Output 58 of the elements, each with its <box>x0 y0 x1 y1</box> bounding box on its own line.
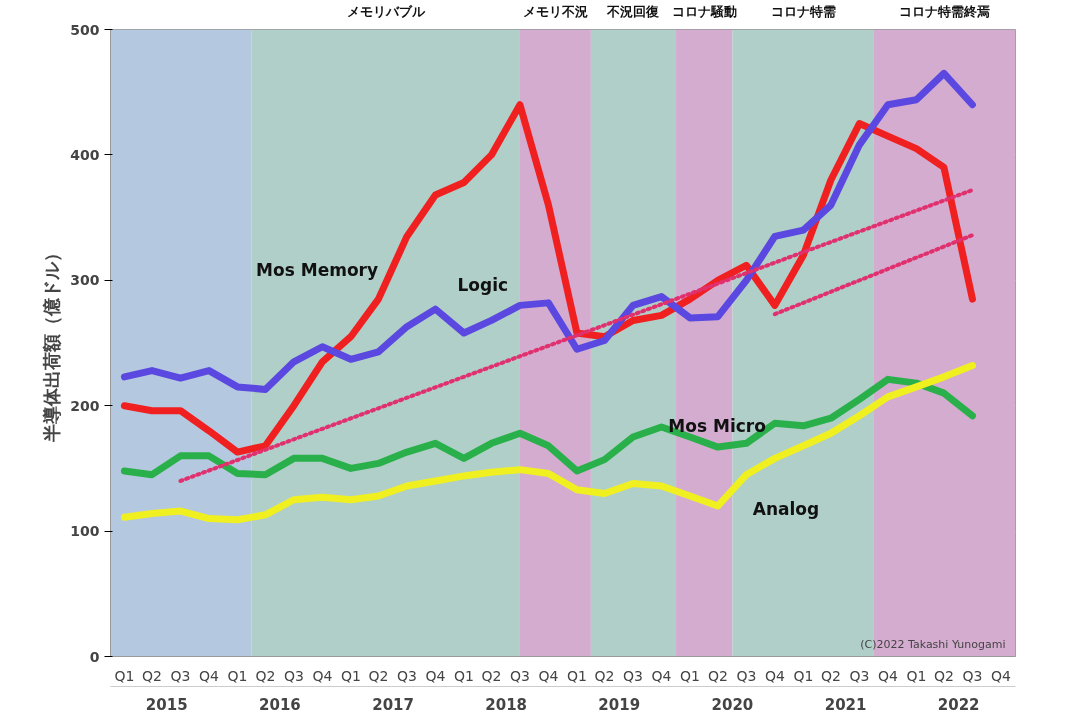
text: 2018 <box>485 695 528 714</box>
y-tick-label: 400 <box>70 146 100 163</box>
x-tick-label: Q4 <box>312 667 333 684</box>
y-axis-title: 半導体出荷額（億ドル） <box>41 244 63 443</box>
band-label: 不況回復 <box>606 3 660 19</box>
x-tick-label: Q1 <box>227 667 248 684</box>
x-tick-label: Q2 <box>820 667 841 684</box>
series-label: Mos Micro <box>668 415 766 436</box>
text: 2015 <box>145 695 188 714</box>
band-label: コロナ特需終焉 <box>899 3 991 19</box>
x-tick-label: Q3 <box>849 667 870 684</box>
x-tick-label: Q3 <box>170 667 191 684</box>
band-label: メモリバブル <box>346 3 426 19</box>
series-label: Mos Memory <box>256 260 379 281</box>
annotation: (C)2022 Takashi Yunogami <box>860 637 1006 651</box>
x-tick-label: Q1 <box>906 667 927 684</box>
text: 2020 <box>711 695 754 714</box>
x-tick-label: Q3 <box>962 667 983 684</box>
x-tick-label: Q2 <box>594 667 615 684</box>
band-label: コロナ特需 <box>770 3 836 19</box>
x-tick-label: Q2 <box>368 667 389 684</box>
x-tick-label: Q4 <box>764 667 785 684</box>
series-label: Analog <box>752 498 820 519</box>
x-tick-label: Q4 <box>651 667 672 684</box>
y-tick-label: 300 <box>70 272 100 289</box>
x-tick-label: Q1 <box>680 667 700 684</box>
series-label: Logic <box>457 275 509 296</box>
x-tick-label: Q2 <box>142 667 162 684</box>
x-tick-label: Q1 <box>793 667 814 684</box>
x-tick-label: Q4 <box>199 667 220 684</box>
x-tick-label: Q1 <box>340 667 361 684</box>
y-tick-label: 200 <box>70 397 100 414</box>
band-label: コロナ騒動 <box>671 3 737 19</box>
x-tick-label: Q1 <box>114 667 135 684</box>
x-tick-label: Q3 <box>396 667 417 684</box>
x-tick-label: Q2 <box>707 667 728 684</box>
text: 2016 <box>259 695 301 714</box>
text: 2021 <box>824 695 867 714</box>
x-tick-label: Q3 <box>623 667 643 684</box>
x-tick-label: Q2 <box>255 667 276 684</box>
text: 2022 <box>937 695 980 714</box>
text: 2019 <box>598 695 641 714</box>
x-tick-label: Q3 <box>736 667 757 684</box>
x-tick-label: Q4 <box>538 667 559 684</box>
x-tick-label: Q4 <box>990 667 1011 684</box>
y-tick-label: 100 <box>70 523 100 540</box>
x-tick-label: Q2 <box>933 667 954 684</box>
y-tick-label: 0 <box>89 648 100 665</box>
x-tick-label: Q2 <box>481 667 502 684</box>
x-tick-label: Q3 <box>283 667 304 684</box>
text: 2017 <box>372 695 414 714</box>
x-tick-label: Q1 <box>566 667 587 684</box>
y-tick-label: 500 <box>70 21 100 38</box>
band-label: メモリ不況 <box>522 3 588 19</box>
x-tick-label: Q4 <box>877 667 898 684</box>
x-tick-label: Q1 <box>453 667 474 684</box>
x-tick-label: Q3 <box>509 667 530 684</box>
x-tick-label: Q4 <box>425 667 446 684</box>
